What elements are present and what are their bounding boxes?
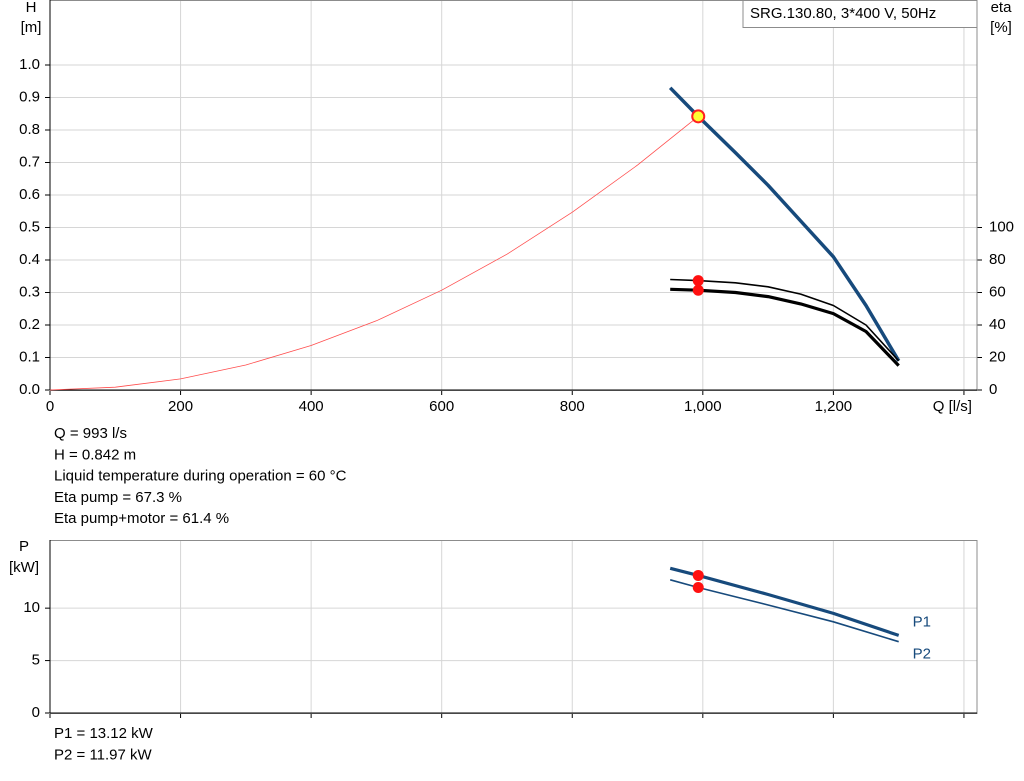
y-tick-label: 5 [32, 652, 40, 669]
operating-point [692, 581, 704, 593]
y2-tick-label: 60 [989, 283, 1006, 300]
y-tick-label: 1.0 [19, 56, 40, 73]
info-text: P1 = 13.12 kW [54, 725, 154, 742]
operating-point [692, 569, 704, 581]
y-axis-label: H [26, 0, 37, 16]
series-line [669, 566, 900, 637]
y-tick-label: 0.3 [19, 283, 40, 300]
info-text: Eta pump = 67.3 % [54, 489, 182, 506]
series-line [670, 278, 900, 362]
y-tick-label: 0.7 [19, 153, 40, 170]
series-line [669, 579, 899, 643]
info-text: Q = 993 l/s [54, 425, 127, 442]
series-line [670, 287, 900, 367]
y2-tick-label: 20 [989, 348, 1006, 365]
x-tick-label: 400 [299, 398, 324, 415]
x-tick-label: 200 [168, 398, 193, 415]
info-text: P2 = 11.97 kW [54, 746, 153, 763]
x-tick-label: 600 [429, 398, 454, 415]
chart-title: SRG.130.80, 3*400 V, 50Hz [750, 5, 936, 22]
y-tick-label: 0.8 [19, 121, 40, 138]
series-line [668, 86, 901, 362]
info-text: Eta pump+motor = 61.4 % [54, 510, 229, 527]
y-tick-label: 0 [32, 704, 40, 721]
y-tick-label: 0.9 [19, 88, 40, 105]
x-tick-label: 0 [46, 398, 54, 415]
x-tick-label: 1,200 [815, 398, 853, 415]
series-label: P2 [913, 646, 931, 663]
y2-tick-label: 80 [989, 251, 1006, 268]
y2-axis-label: [%] [990, 19, 1012, 36]
y-axis-label: P [19, 538, 29, 555]
y2-axis-label: eta [991, 0, 1013, 16]
info-text: Liquid temperature during operation = 60… [54, 468, 347, 485]
y-axis-label: [m] [21, 19, 42, 36]
series-line [49, 116, 699, 391]
x-tick-label: Q [l/s] [933, 398, 972, 415]
operating-point [692, 284, 704, 296]
x-tick-label: 800 [560, 398, 585, 415]
operating-point [692, 275, 704, 287]
y2-tick-label: 0 [989, 381, 997, 398]
series-label: P1 [913, 613, 931, 630]
info-text: H = 0.842 m [54, 446, 136, 463]
y-axis-label: [kW] [9, 559, 39, 576]
y-tick-label: 0.6 [19, 186, 40, 203]
y2-tick-label: 40 [989, 316, 1006, 333]
y-tick-label: 0.2 [19, 316, 40, 333]
y-tick-label: 0.5 [19, 218, 40, 235]
plot-area [50, 540, 977, 714]
y-tick-label: 0.4 [19, 251, 40, 268]
y2-tick-label: 100 [989, 218, 1014, 235]
x-tick-label: 1,000 [684, 398, 722, 415]
y-tick-label: 0.0 [19, 381, 40, 398]
title-box [742, 0, 978, 28]
y-tick-label: 0.1 [19, 348, 40, 365]
operating-point [691, 109, 706, 124]
y-tick-label: 10 [23, 599, 40, 616]
